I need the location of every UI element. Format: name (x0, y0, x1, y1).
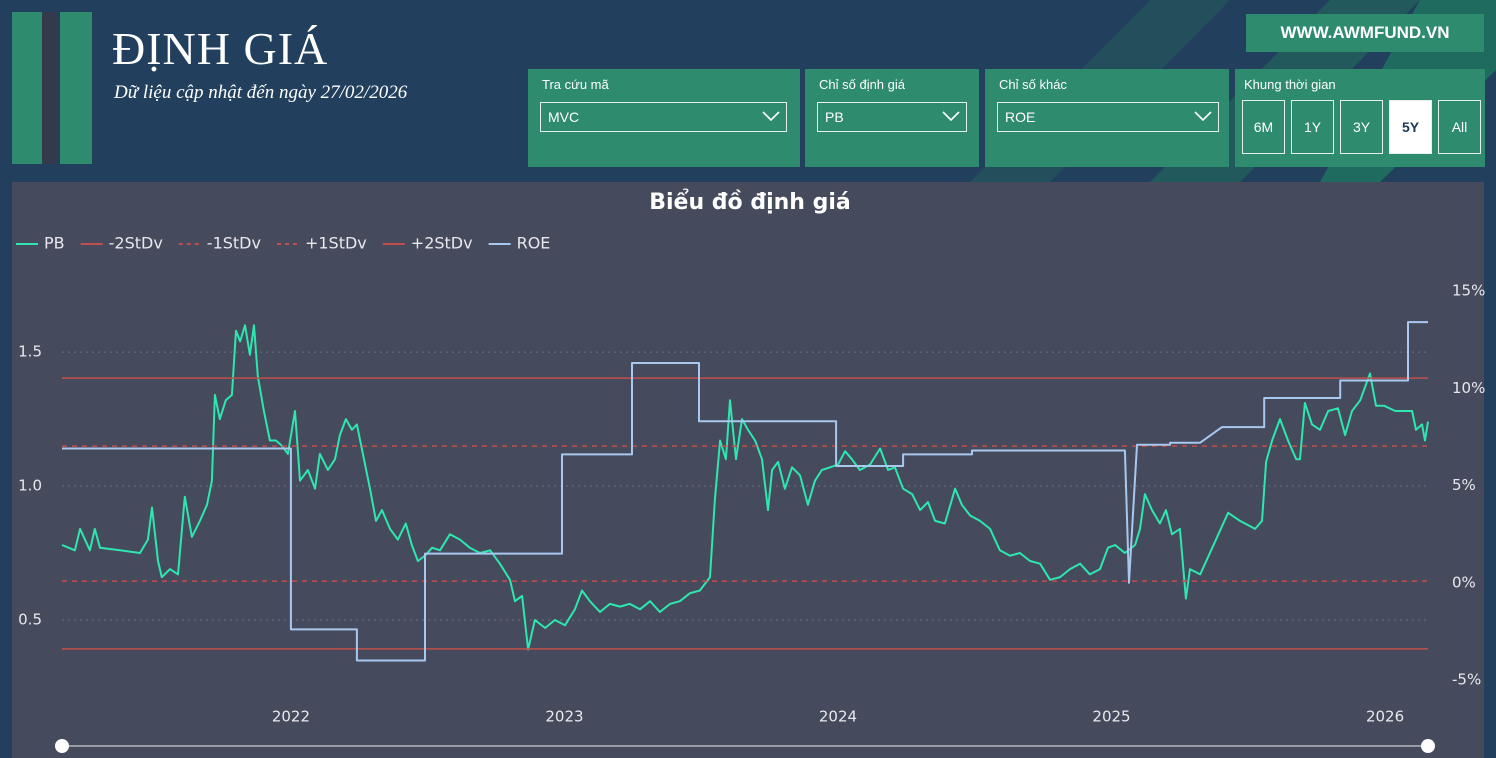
dropdown[interactable]: MVC (540, 102, 787, 132)
x-tick-label: 2026 (1366, 708, 1404, 726)
dropdown-value: MVC (548, 109, 580, 125)
y2-tick-label: 10% (1452, 379, 1485, 397)
page-title: ĐỊNH GIÁ (112, 23, 329, 74)
time-frame-panel: Khung thời gian 6M 1Y 3Y 5Y All (1235, 69, 1485, 167)
range-slider-handle[interactable] (55, 739, 69, 753)
chart-background (12, 182, 1484, 758)
y2-tick-label: 5% (1452, 476, 1476, 494)
y2-tick-label: 0% (1452, 573, 1476, 591)
time-frame-button[interactable]: 3Y (1340, 100, 1383, 154)
time-frame-button[interactable]: 5Y (1389, 100, 1432, 154)
filter-panel: Tra cứu mã MVC (528, 69, 800, 167)
dropdown-value: ROE (1005, 109, 1036, 125)
filter-label: Tra cứu mã (542, 77, 609, 92)
chevron (762, 111, 780, 122)
dropdown[interactable]: ROE (997, 102, 1219, 132)
filter-panel: Chỉ số khác ROE (985, 69, 1229, 167)
chart-title: Biểu đồ định giá (649, 189, 850, 215)
series-line (61, 324, 1429, 651)
y2-tick-label: 15% (1452, 282, 1485, 300)
y-tick-label: 1.5 (18, 343, 42, 361)
filter-label: Chỉ số định giá (819, 77, 905, 92)
x-tick-label: 2024 (819, 708, 857, 726)
y-tick-label: 0.5 (18, 610, 42, 628)
chevron (1194, 111, 1212, 122)
x-tick-label: 2023 (545, 708, 583, 726)
dropdown[interactable]: PB (817, 102, 967, 132)
x-tick-label: 2022 (272, 708, 310, 726)
chevron (942, 111, 960, 122)
time-frame-button[interactable]: 1Y (1291, 100, 1334, 154)
logo-bar (60, 12, 92, 164)
range-slider-handle[interactable] (1421, 739, 1435, 753)
legend-label: -1StDv (207, 234, 261, 253)
dropdown-value: PB (825, 109, 844, 125)
filter-label: Chỉ số khác (999, 77, 1067, 92)
x-tick-label: 2025 (1092, 708, 1130, 726)
time-frame-button[interactable]: 6M (1242, 100, 1285, 154)
update-note: Dữ liệu cập nhật đến ngày 27/02/2026 (114, 82, 408, 103)
filter-label: Khung thời gian (1244, 77, 1336, 92)
legend-label: ROE (517, 234, 551, 253)
y-tick-label: 1.0 (18, 477, 42, 495)
time-frame-button[interactable]: All (1438, 100, 1481, 154)
filter-panel: Chỉ số định giá PB (805, 69, 979, 167)
website-link[interactable]: WWW.AWMFUND.VN (1246, 14, 1484, 52)
series-line (62, 321, 1428, 662)
logo-bar (42, 12, 58, 164)
legend-label: PB (44, 234, 65, 253)
legend-label: +2StDv (411, 234, 473, 253)
legend-label: -2StDv (109, 234, 163, 253)
legend-label: +1StDv (305, 234, 367, 253)
y2-tick-label: -5% (1452, 671, 1481, 689)
logo-bar (12, 12, 42, 164)
